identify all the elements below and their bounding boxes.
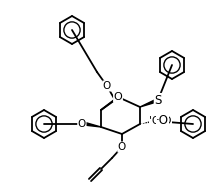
Polygon shape [140,99,159,107]
Text: 'O: 'O [149,116,160,126]
Polygon shape [86,123,101,127]
Text: O: O [78,119,86,129]
Text: O: O [114,92,122,102]
Text: ·O: ·O [156,115,169,128]
Text: '·O: '·O [157,116,172,126]
Text: O: O [118,142,126,152]
Text: S: S [154,94,162,106]
Text: O: O [103,81,111,91]
